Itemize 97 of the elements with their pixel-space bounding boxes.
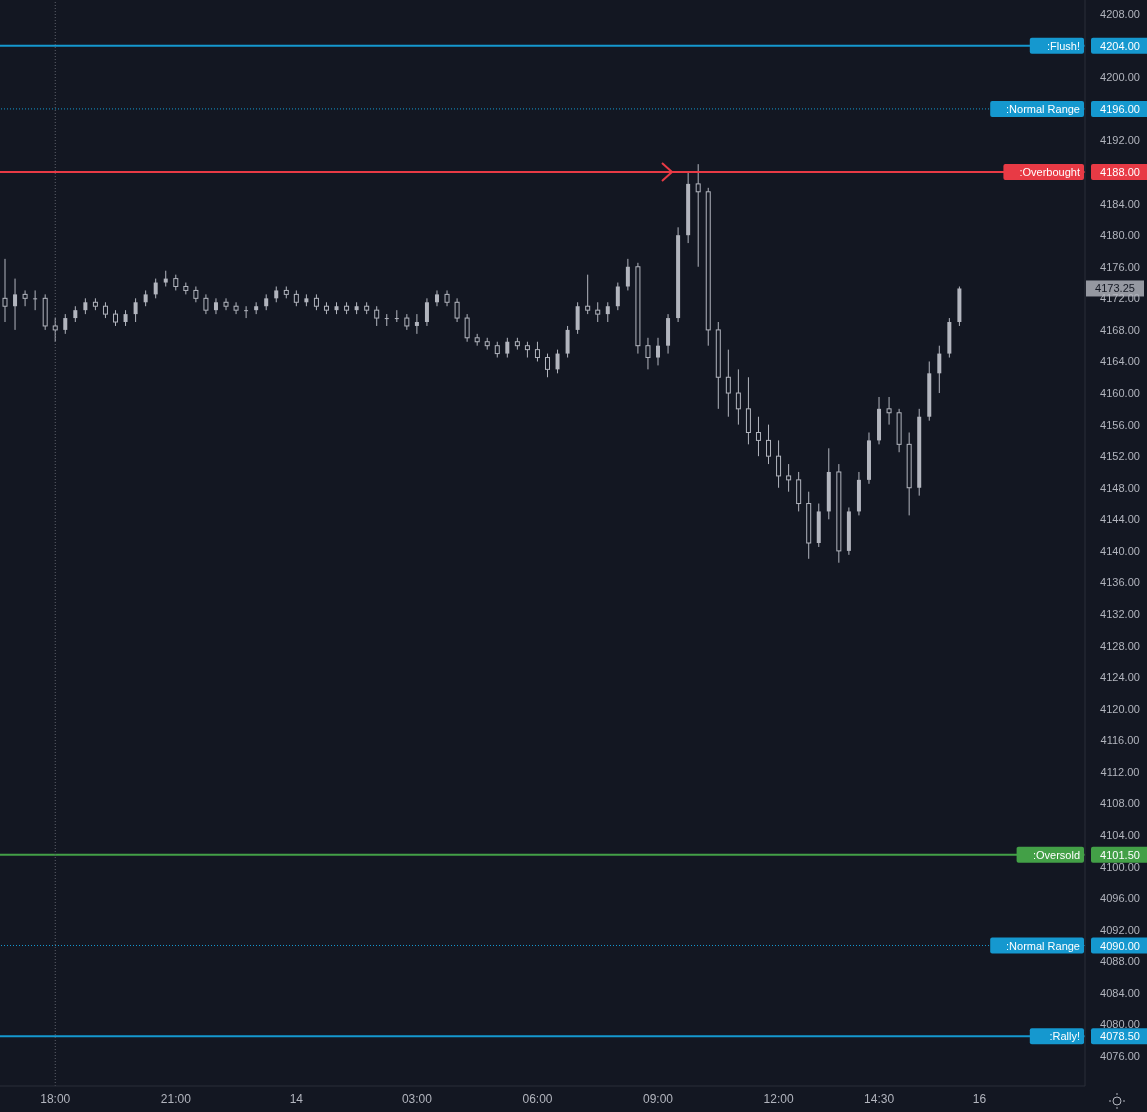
y-tick-label: 4120.00 <box>1100 702 1140 715</box>
y-tick-label: 4084.00 <box>1100 986 1140 999</box>
candlestick <box>454 297 460 323</box>
y-tick-label: 4092.00 <box>1100 923 1140 936</box>
x-tick-label: 21:00 <box>160 1091 192 1106</box>
y-tick-label: 4100.00 <box>1100 860 1140 873</box>
candlestick <box>695 163 701 268</box>
candlestick <box>937 345 942 394</box>
candlestick <box>534 341 540 362</box>
candlestick <box>394 309 399 323</box>
candlestick <box>213 297 218 315</box>
ref-line-label: :Oversold <box>1032 848 1080 861</box>
y-tick-label: 4090.00 <box>1100 939 1140 952</box>
candlestick <box>745 376 751 445</box>
candlestick <box>796 471 802 512</box>
y-tick-label: 4184.00 <box>1100 197 1140 210</box>
y-tick-label: 4104.00 <box>1100 829 1140 842</box>
y-tick-label: 4080.00 <box>1100 1018 1140 1031</box>
y-tick-label: 4076.00 <box>1100 1050 1140 1063</box>
ref-line-label: :Flush! <box>1046 39 1080 52</box>
ref-line-label: :Rally! <box>1049 1030 1080 1043</box>
x-tick-label: 09:00 <box>643 1091 674 1106</box>
x-tick-label: 03:00 <box>401 1091 433 1106</box>
y-tick-label: 4108.00 <box>1100 797 1140 810</box>
y-tick-label: 4164.00 <box>1100 355 1140 368</box>
ref-line-label: :Overbought <box>1019 166 1080 179</box>
y-tick-label: 4176.00 <box>1100 260 1140 273</box>
candlestick <box>63 313 68 335</box>
candlestick <box>555 349 560 374</box>
candlestick <box>153 278 158 299</box>
candlestick <box>605 301 610 323</box>
candlestick <box>424 297 429 327</box>
y-tick-label: 4156.00 <box>1100 418 1140 431</box>
y-tick-label: 4204.00 <box>1100 39 1140 52</box>
candlestick <box>725 349 731 418</box>
y-tick-label: 4112.00 <box>1100 765 1140 778</box>
candlestick <box>776 439 782 489</box>
candlestick <box>766 424 772 465</box>
candlestick <box>565 325 570 359</box>
ref-line-label: :Normal Range <box>1006 102 1080 115</box>
y-tick-label: 4088.00 <box>1100 955 1140 968</box>
candlestick <box>595 301 601 323</box>
y-tick-label: 4136.00 <box>1100 576 1140 589</box>
y-tick-label: 4160.00 <box>1100 387 1140 400</box>
candlestick <box>374 305 380 327</box>
y-tick-label: 4200.00 <box>1100 71 1140 84</box>
candlestick <box>575 301 580 335</box>
candlestick <box>414 313 419 335</box>
candlestick <box>545 353 550 378</box>
ref-line-label: :Normal Range <box>1006 939 1080 952</box>
x-tick-label: 06:00 <box>522 1091 553 1106</box>
candlestick <box>625 258 630 291</box>
candlestick <box>223 297 229 311</box>
y-tick-label: 4172.00 <box>1100 292 1140 305</box>
candlestick <box>52 317 58 343</box>
candlestick <box>33 289 38 311</box>
candlestick <box>505 337 510 359</box>
y-tick-label: 4208.00 <box>1100 8 1140 21</box>
y-tick-label: 4132.00 <box>1100 608 1140 621</box>
candlestick <box>786 463 792 493</box>
candlestick <box>384 313 389 327</box>
y-tick-label: 4152.00 <box>1100 450 1140 463</box>
candlestick <box>656 337 661 366</box>
y-tick-label: 4180.00 <box>1100 229 1140 242</box>
x-tick-label: 18:00 <box>40 1091 71 1106</box>
y-tick-label: 4196.00 <box>1100 102 1140 115</box>
y-tick-label: 4148.00 <box>1100 481 1140 494</box>
x-tick-label: 14:30 <box>864 1091 895 1106</box>
y-tick-label: 4144.00 <box>1100 513 1140 526</box>
candlestick <box>133 297 138 323</box>
candlestick <box>755 416 761 457</box>
candlestick <box>233 301 239 315</box>
text: 4173.25 <box>1095 282 1135 295</box>
y-tick-label: 4192.00 <box>1100 134 1140 147</box>
candlestick <box>13 278 18 331</box>
candlestick <box>585 274 591 315</box>
candlestick <box>244 305 249 319</box>
candlestick <box>615 282 620 311</box>
y-tick-label: 4140.00 <box>1100 544 1140 557</box>
y-tick-label: 4116.00 <box>1100 734 1140 747</box>
y-tick-label: 4096.00 <box>1100 892 1140 905</box>
candlestick <box>22 289 28 307</box>
candlestick <box>645 337 651 370</box>
x-tick-label: 16 <box>972 1091 987 1106</box>
x-tick-label: 14 <box>289 1091 304 1106</box>
candlestick <box>464 313 470 343</box>
candlestick <box>886 396 892 426</box>
candlestick <box>735 368 741 426</box>
y-tick-label: 4078.50 <box>1100 1030 1140 1043</box>
y-tick-label: 4124.00 <box>1100 671 1140 684</box>
candlestick <box>434 289 439 307</box>
x-tick-label: 12:00 <box>763 1091 794 1106</box>
y-tick-label: 4101.50 <box>1100 848 1140 861</box>
y-tick-label: 4128.00 <box>1100 639 1140 652</box>
y-tick-label: 4168.00 <box>1100 323 1140 336</box>
y-tick-label: 4188.00 <box>1100 166 1140 179</box>
candlestick <box>203 293 209 315</box>
